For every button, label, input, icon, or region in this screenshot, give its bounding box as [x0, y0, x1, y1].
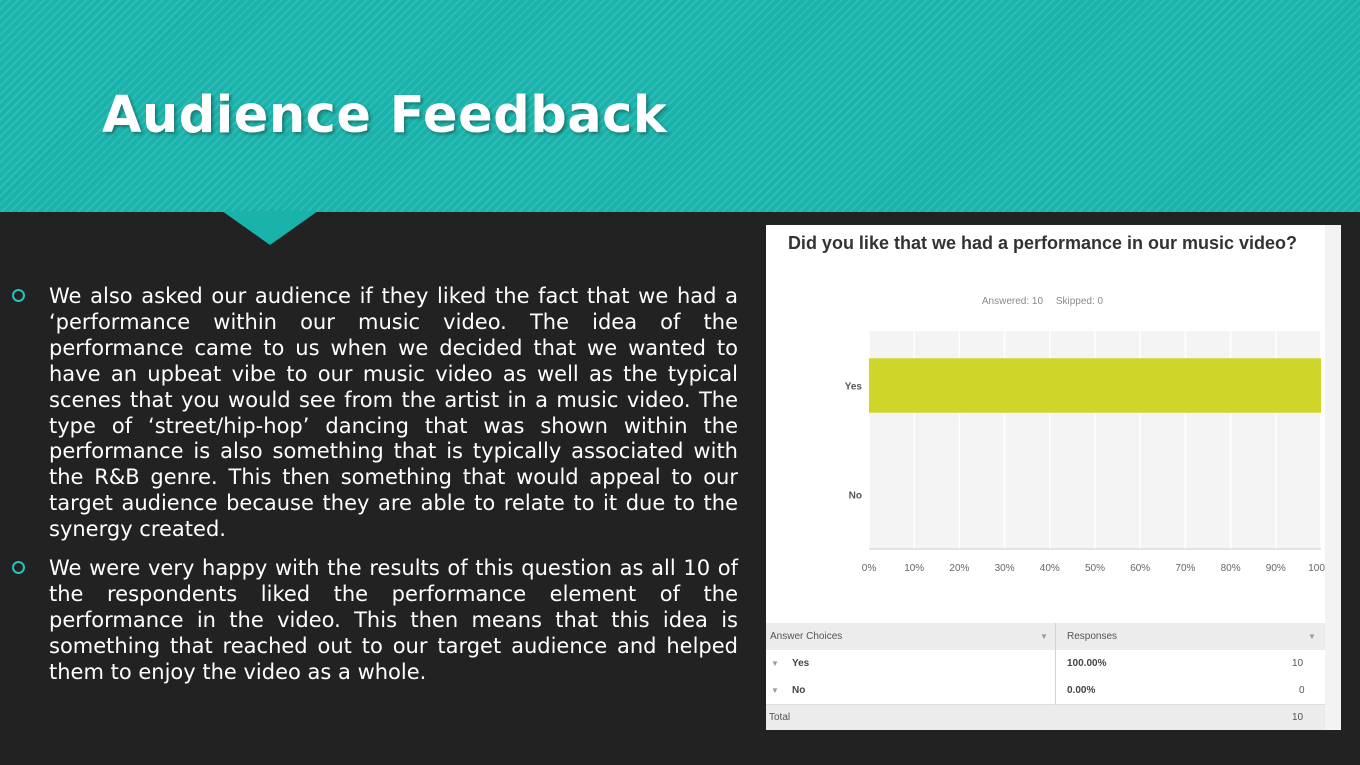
sort-caret-icon[interactable]: ▼ [1040, 632, 1048, 641]
responses-table: Answer Choices ▼ Responses ▼ ▼ Yes 100.0… [766, 623, 1325, 730]
x-tick-label: 70% [1175, 563, 1195, 574]
circle-bullet-icon [12, 561, 25, 575]
total-label: Total [769, 712, 791, 723]
bullet-text: We also asked our audience if they liked… [49, 284, 738, 542]
x-tick-label: 60% [1130, 563, 1150, 574]
answered-count: Answered: 10 [981, 296, 1044, 307]
x-tick-label: 100% [1308, 563, 1325, 574]
panel-scroll-edge [1325, 225, 1341, 730]
x-tick-label: 10% [904, 563, 924, 574]
x-tick-label: 0% [862, 563, 877, 574]
bullet-item: We also asked our audience if they liked… [12, 284, 738, 543]
x-tick-label: 80% [1221, 563, 1241, 574]
response-count: 10 [1292, 658, 1304, 669]
banner-notch [222, 211, 318, 245]
chart-title-text: Did you like that we had a performance i… [787, 233, 1298, 253]
bar [869, 358, 1321, 413]
col-answer-choices: Answer Choices [770, 631, 843, 642]
bullet-item: We were very happy with the results of t… [12, 556, 738, 686]
answer-choice: No [792, 685, 806, 696]
expand-caret-icon[interactable]: ▼ [771, 686, 779, 695]
title-banner [0, 0, 1360, 212]
total-count: 10 [1292, 712, 1304, 723]
response-percent: 100.00% [1067, 658, 1107, 669]
response-count: 0 [1299, 685, 1305, 696]
x-tick-label: 90% [1266, 563, 1286, 574]
table-total-row: Total 10 [766, 705, 1325, 730]
skipped-count: Skipped: 0 [1055, 296, 1104, 307]
x-tick-label: 40% [1040, 563, 1060, 574]
x-tick-label: 20% [949, 563, 969, 574]
expand-caret-icon[interactable]: ▼ [771, 659, 779, 668]
bullet-list: We also asked our audience if they liked… [12, 284, 738, 699]
y-category-label: Yes [845, 382, 863, 393]
y-category-label: No [849, 491, 862, 502]
table-header-row: Answer Choices ▼ Responses ▼ [766, 623, 1325, 651]
answer-choice: Yes [792, 658, 810, 669]
response-percent: 0.00% [1067, 685, 1096, 696]
bar-chart: 0% 10% 20% 30% 40% 50% 60% 70% 80% 90% 100% Yes No [845, 331, 1325, 574]
x-tick-label: 30% [995, 563, 1015, 574]
response-stats: Answered: 10 Skipped: 0 [766, 296, 1319, 307]
circle-bullet-icon [12, 289, 25, 302]
slide-title: Audience Feedback [102, 86, 668, 145]
survey-screenshot: Did you like that we had a performance i… [766, 225, 1341, 730]
chart-title: Did you like that we had a performance i… [766, 231, 1319, 256]
column-divider [1055, 623, 1056, 705]
table-row: ▼ Yes 100.00% 10 [766, 650, 1325, 678]
bullet-text: We were very happy with the results of t… [49, 556, 738, 684]
table-row: ▼ No 0.00% 0 [766, 677, 1325, 705]
col-responses: Responses [1067, 631, 1118, 642]
sort-caret-icon[interactable]: ▼ [1308, 632, 1316, 641]
x-tick-label: 50% [1085, 563, 1105, 574]
